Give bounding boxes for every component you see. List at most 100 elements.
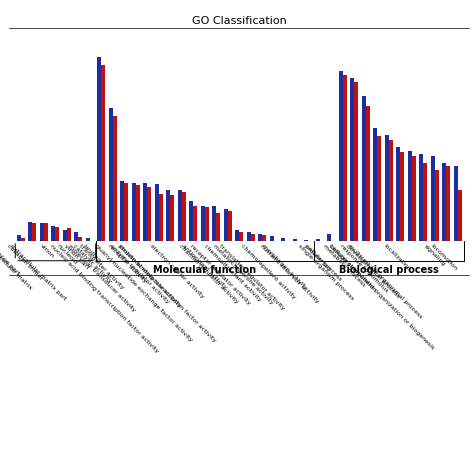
Bar (201, 206, 205, 241)
Text: molecular transducer activity: molecular transducer activity (67, 243, 136, 312)
Bar (282, 238, 285, 241)
Bar (293, 239, 297, 241)
Text: virion: virion (39, 243, 55, 259)
Bar (239, 232, 243, 241)
Bar (423, 163, 427, 241)
Bar (132, 183, 136, 241)
Text: protein tag: protein tag (303, 243, 331, 272)
Bar (55, 228, 59, 241)
Text: antioxidant activity: antioxidant activity (181, 243, 228, 290)
Bar (212, 206, 216, 241)
Text: localization: localization (383, 243, 412, 272)
Text: guanyl-nucleotide exchange factor activity: guanyl-nucleotide exchange factor activi… (94, 243, 193, 342)
Bar (385, 135, 389, 241)
Bar (21, 237, 25, 241)
Bar (251, 234, 255, 241)
Bar (113, 116, 117, 241)
Text: nucleoid: nucleoid (56, 243, 78, 265)
Text: chemoattractant activity: chemoattractant activity (203, 243, 262, 302)
Bar (412, 156, 416, 241)
Bar (144, 183, 147, 241)
Text: morphogen activity: morphogen activity (261, 243, 308, 291)
Text: nutrient reservoir activity: nutrient reservoir activity (259, 243, 320, 304)
Bar (159, 193, 163, 241)
Text: Molecular function: Molecular function (153, 265, 256, 275)
Bar (304, 240, 308, 241)
Text: single-organism process: single-organism process (297, 243, 354, 301)
Text: virion part: virion part (63, 243, 90, 270)
Bar (247, 232, 251, 241)
Bar (28, 222, 32, 241)
Bar (442, 163, 447, 241)
Bar (147, 187, 151, 241)
Text: response to stimulus: response to stimulus (339, 243, 389, 293)
Text: nucleic acid binding transcription factor activity: nucleic acid binding transcription facto… (48, 243, 159, 354)
Bar (101, 65, 105, 241)
Bar (120, 182, 124, 241)
Bar (166, 190, 170, 241)
Bar (17, 235, 21, 241)
Bar (155, 184, 159, 241)
Bar (400, 152, 404, 241)
Text: developmental process: developmental process (345, 243, 400, 299)
Text: Biological process: Biological process (339, 265, 438, 275)
Bar (435, 170, 439, 241)
Bar (216, 213, 220, 241)
Bar (389, 140, 393, 241)
Bar (236, 230, 239, 241)
Text: extracellular matrix part: extracellular matrix part (9, 243, 67, 301)
Text: signaling: signaling (423, 243, 447, 267)
Text: transporter activity: transporter activity (78, 243, 124, 290)
Bar (86, 238, 90, 241)
Bar (339, 71, 343, 241)
Text: metabolic process: metabolic process (322, 243, 366, 287)
Bar (408, 151, 412, 241)
Text: cellular component organization or biogenesis: cellular component organization or bioge… (328, 243, 435, 350)
Bar (109, 108, 113, 241)
Text: structural molecule activity: structural molecule activity (117, 243, 182, 308)
Text: enzyme regulator activity: enzyme regulator activity (109, 243, 171, 304)
Bar (366, 106, 370, 241)
Text: extracellular matrix: extracellular matrix (0, 243, 32, 291)
Title: GO Classification: GO Classification (192, 16, 287, 26)
Bar (40, 223, 44, 241)
Bar (350, 78, 354, 241)
Bar (354, 82, 358, 241)
Text: biological regulation: biological regulation (328, 243, 377, 292)
Bar (98, 57, 101, 241)
Bar (396, 147, 400, 241)
Bar (224, 209, 228, 241)
Text: electron carrier activity: electron carrier activity (149, 243, 205, 299)
Bar (362, 96, 366, 241)
Bar (67, 228, 71, 241)
Bar (228, 211, 232, 241)
Text: cellular process: cellular process (304, 243, 343, 282)
Bar (205, 208, 209, 241)
Text: translation regulator activity: translation regulator activity (218, 243, 285, 310)
Bar (454, 166, 458, 241)
Bar (182, 192, 186, 241)
Text: catalytic activity: catalytic activity (73, 243, 113, 284)
Bar (136, 185, 140, 241)
Bar (171, 195, 174, 241)
Text: chemorepellent activity: chemorepellent activity (240, 243, 297, 300)
Text: synapse part: synapse part (0, 243, 21, 276)
Bar (343, 74, 347, 241)
Bar (78, 237, 82, 241)
Bar (374, 128, 377, 241)
Bar (262, 235, 266, 241)
Text: binding: binding (81, 243, 101, 264)
Bar (316, 239, 320, 241)
Bar (328, 234, 331, 241)
Bar (44, 222, 48, 241)
Bar (258, 234, 262, 241)
Text: collagen trimer: collagen trimer (6, 243, 44, 281)
Text: receptor activity: receptor activity (107, 243, 147, 283)
Bar (63, 229, 67, 241)
Bar (74, 232, 78, 241)
Bar (431, 156, 435, 241)
Text: channel regulator activity: channel regulator activity (178, 243, 239, 304)
Text: protein binding transcription factor activity: protein binding transcription factor act… (117, 243, 216, 343)
Bar (124, 183, 128, 241)
Bar (270, 236, 274, 241)
